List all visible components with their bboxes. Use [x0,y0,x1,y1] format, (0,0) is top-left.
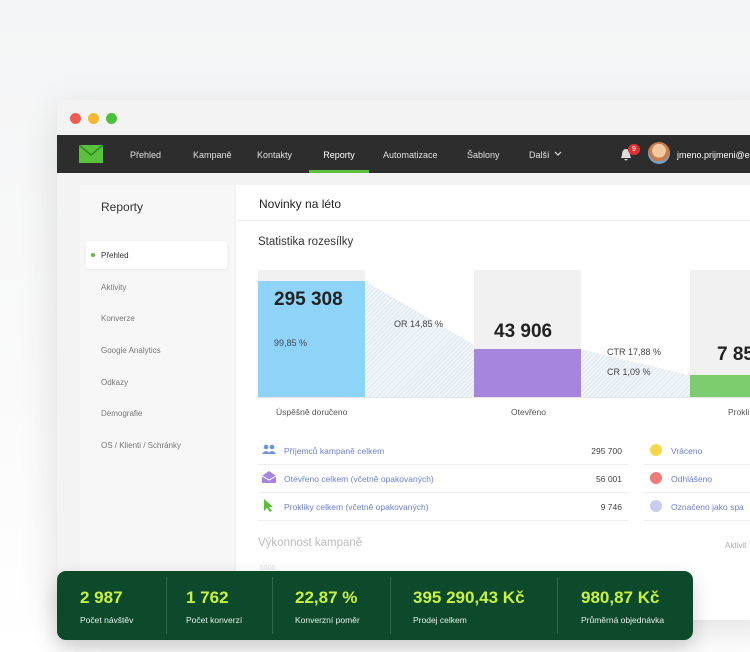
funnel-sub: 99,85 % [274,338,308,348]
stat-row: Příjemců kampaně celkem 295 700 [258,437,628,465]
side-stat-label[interactable]: Označeno jako spa [671,502,744,512]
side-stat-label[interactable]: Odhlášeno [671,474,713,484]
summary-value: 22,87 % [295,588,358,607]
minimize-dot[interactable] [88,113,99,124]
sidebar-item[interactable]: Odkazy [101,378,129,387]
funnel-label: Otevřeno [511,407,546,417]
summary-label: Konverzní poměr [295,615,360,625]
icon-spam [650,500,662,512]
notification-badge: 9 [628,144,640,155]
user-email[interactable]: jmeno.prijmeni@er [677,150,750,160]
funnel-connector [365,281,474,397]
logo[interactable] [79,145,103,163]
axis-tick: 5500 [260,565,276,572]
funnel-bar [474,349,581,397]
stat-label[interactable]: Prokliky celkem (včetně opakovaných) [284,502,429,512]
funnel-baseline [258,397,750,398]
nav-item[interactable]: Kontakty [257,150,293,160]
side-stat-label[interactable]: Vráceno [671,446,703,456]
funnel-value: 7 85 [717,344,750,365]
funnel-value: 43 906 [494,321,553,342]
nav-item[interactable]: Další [529,150,550,160]
rate: CTR 17,88 % [607,347,662,357]
icon-cursor [264,499,273,512]
sidebar-item[interactable]: Konverze [101,314,135,323]
summary-label: Průměrná objednávka [581,615,665,625]
dropdown-icon [554,151,562,156]
campaign-title: Novinky na léto [259,197,342,211]
sidebar-item-active[interactable]: Přehled [101,251,129,260]
nav-item-active[interactable]: Reporty [309,135,369,173]
stat-label[interactable]: Příjemců kampaně celkem [284,446,385,456]
sidebar-title: Reporty [101,200,144,214]
divider [236,220,750,221]
summary-label: Prodej celkem [413,615,467,625]
icon-people [262,444,276,454]
separator [390,577,391,634]
top-nav: Přehled Kampaně Kontakty Reporty Automat… [57,135,750,173]
stat-row: Otevřeno celkem (včetně opakovaných) 56 … [258,465,628,493]
close-dot[interactable] [70,113,81,124]
active-item-bg [86,241,227,269]
nav-item[interactable]: Kampaně [193,150,232,160]
sidebar: Reporty Přehled Aktivity Konverze Google… [80,185,234,605]
separator [166,577,167,634]
avatar[interactable] [648,142,670,164]
nav-item[interactable]: Automatizace [383,150,438,160]
separator [557,577,558,634]
summary-label: Počet návštěv [80,615,134,625]
summary-bar: 2 987 Počet návštěv 1 762 Počet konverzí… [57,571,693,640]
sidebar-item[interactable]: Aktivity [101,283,127,292]
side-stat-row: Vráceno [644,437,750,465]
icon-envelope [262,471,276,483]
summary-label: Počet konverzí [186,615,243,625]
nav-item[interactable]: Přehled [130,150,162,160]
sidebar-item[interactable]: OS / Klienti / Schránky [101,441,182,450]
main-panel: Novinky na léto Statistika rozesílky 295… [236,185,750,620]
funnel-label: Úspěšně doručeno [276,407,348,417]
separator [272,577,273,634]
stat-value: 9 746 [600,502,622,512]
active-dot [91,253,95,257]
performance-tab[interactable]: Aktivit [725,541,747,550]
stat-value: 295 700 [591,446,622,456]
funnel-bar [690,375,750,397]
browser-window: Přehled Kampaně Kontakty Reporty Automat… [57,100,750,620]
section-title: Statistika rozesílky [258,236,354,248]
maximize-dot[interactable] [106,113,117,124]
summary-value: 1 762 [186,588,229,607]
summary-value: 395 290,43 Kč [413,588,525,607]
funnel-bar [258,281,365,397]
stat-value: 56 001 [596,474,622,484]
funnel-value: 295 308 [274,289,343,310]
side-stat-row: Odhlášeno [644,465,750,493]
nav-item[interactable]: Šablony [467,150,500,160]
sidebar-item[interactable]: Google Analytics [101,346,161,355]
side-stat-row: Označeno jako spa [644,493,750,521]
sidebar-item[interactable]: Demografie [101,409,143,418]
performance-title: Výkonnost kampaně [258,537,363,549]
rate: CR 1,09 % [607,367,651,377]
stat-label[interactable]: Otevřeno celkem (včetně opakovaných) [284,474,434,484]
summary-value: 980,87 Kč [581,588,660,607]
funnel-label: Prokli [728,407,750,417]
rate: OR 14,85 % [394,319,444,329]
icon-returned [650,444,662,456]
icon-unsubscribed [650,472,662,484]
stat-row: Prokliky celkem (včetně opakovaných) 9 7… [258,493,628,521]
summary-value: 2 987 [80,588,123,607]
